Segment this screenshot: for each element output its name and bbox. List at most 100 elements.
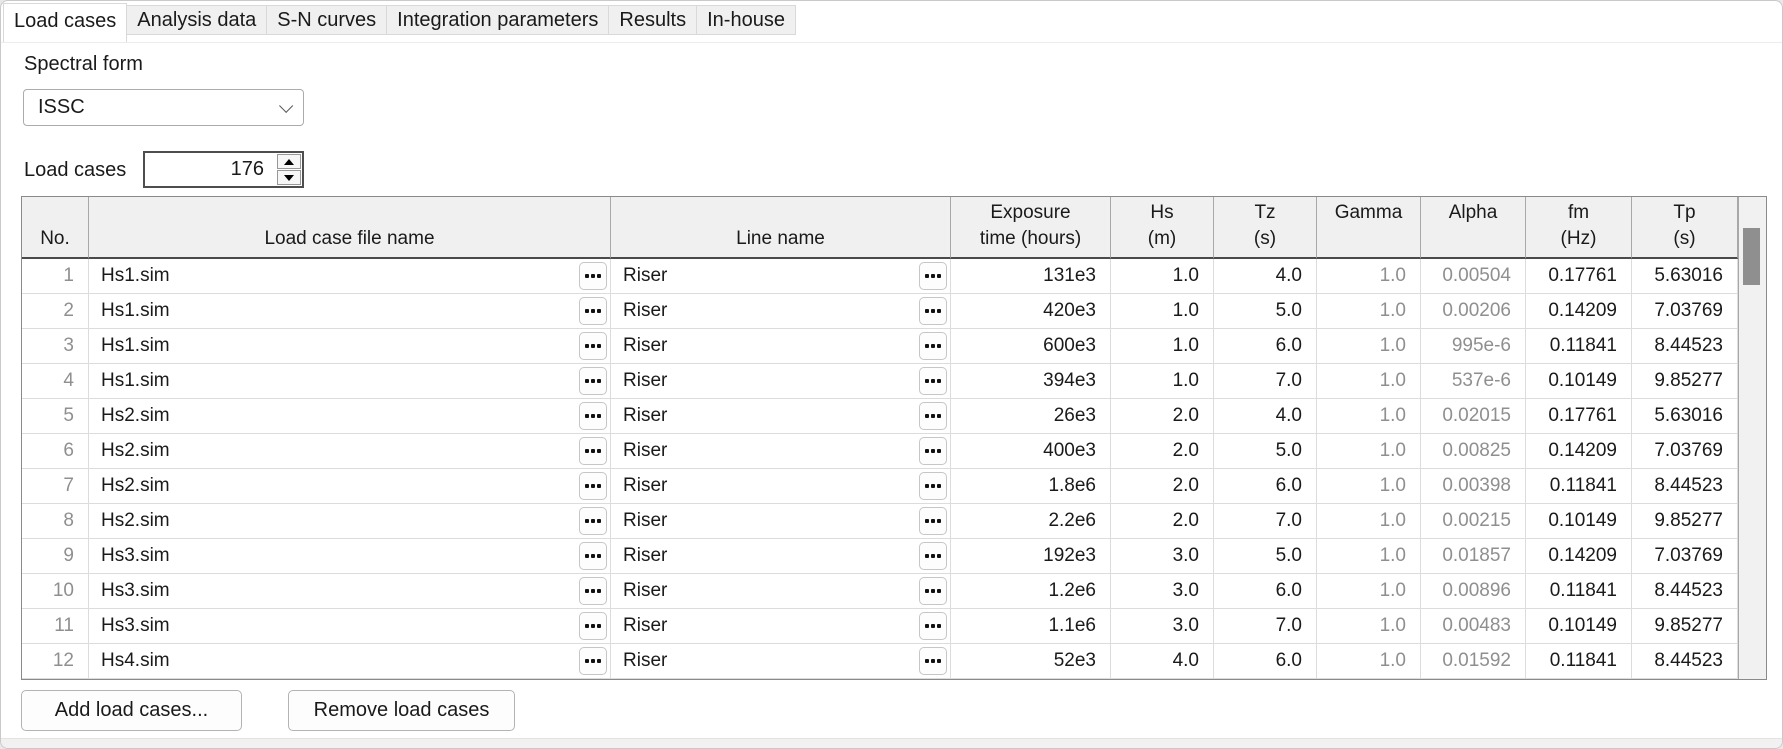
stepper-down-button[interactable] [277, 170, 301, 185]
cell-fm[interactable]: 0.14209 [1526, 539, 1632, 574]
cell-exposure[interactable]: 1.2e6 [951, 574, 1111, 609]
cell-gamma[interactable]: 1.0 [1317, 399, 1421, 434]
cell-tp[interactable]: 9.85277 [1632, 609, 1738, 644]
line-browse-button[interactable] [919, 577, 947, 605]
file-browse-button[interactable] [579, 612, 607, 640]
file-browse-button[interactable] [579, 542, 607, 570]
cell-no[interactable]: 10 [22, 574, 89, 609]
cell-line[interactable]: Riser [611, 644, 951, 679]
file-browse-button[interactable] [579, 647, 607, 675]
cell-no[interactable]: 6 [22, 434, 89, 469]
cell-tp[interactable]: 9.85277 [1632, 504, 1738, 539]
file-browse-button[interactable] [579, 297, 607, 325]
cell-alpha[interactable]: 995e-6 [1421, 329, 1526, 364]
cell-gamma[interactable]: 1.0 [1317, 644, 1421, 679]
cell-fm[interactable]: 0.11841 [1526, 469, 1632, 504]
cell-no[interactable]: 5 [22, 399, 89, 434]
cell-hs[interactable]: 3.0 [1111, 609, 1214, 644]
tab-analysis-data[interactable]: Analysis data [126, 5, 268, 35]
cell-alpha[interactable]: 0.01592 [1421, 644, 1526, 679]
cell-alpha[interactable]: 0.02015 [1421, 399, 1526, 434]
cell-file[interactable]: Hs1.sim [89, 259, 611, 294]
cell-file[interactable]: Hs1.sim [89, 294, 611, 329]
cell-file[interactable]: Hs2.sim [89, 434, 611, 469]
cell-fm[interactable]: 0.10149 [1526, 609, 1632, 644]
cell-alpha[interactable]: 537e-6 [1421, 364, 1526, 399]
cell-line[interactable]: Riser [611, 399, 951, 434]
line-browse-button[interactable] [919, 647, 947, 675]
cell-fm[interactable]: 0.17761 [1526, 399, 1632, 434]
cell-tp[interactable]: 8.44523 [1632, 574, 1738, 609]
line-browse-button[interactable] [919, 472, 947, 500]
cell-tz[interactable]: 4.0 [1214, 259, 1317, 294]
cell-no[interactable]: 12 [22, 644, 89, 679]
file-browse-button[interactable] [579, 577, 607, 605]
cell-tp[interactable]: 7.03769 [1632, 434, 1738, 469]
line-browse-button[interactable] [919, 332, 947, 360]
cell-tz[interactable]: 5.0 [1214, 434, 1317, 469]
cell-exposure[interactable]: 394e3 [951, 364, 1111, 399]
line-browse-button[interactable] [919, 507, 947, 535]
cell-file[interactable]: Hs2.sim [89, 399, 611, 434]
cell-line[interactable]: Riser [611, 434, 951, 469]
cell-tp[interactable]: 5.63016 [1632, 399, 1738, 434]
cell-fm[interactable]: 0.14209 [1526, 294, 1632, 329]
file-browse-button[interactable] [579, 437, 607, 465]
cell-tz[interactable]: 6.0 [1214, 469, 1317, 504]
cell-file[interactable]: Hs3.sim [89, 574, 611, 609]
tab-load-cases[interactable]: Load cases [3, 3, 128, 42]
line-browse-button[interactable] [919, 437, 947, 465]
file-browse-button[interactable] [579, 472, 607, 500]
table-scrollbar[interactable] [1738, 197, 1766, 679]
cell-tp[interactable]: 8.44523 [1632, 469, 1738, 504]
cell-alpha[interactable]: 0.01857 [1421, 539, 1526, 574]
line-browse-button[interactable] [919, 262, 947, 290]
cell-line[interactable]: Riser [611, 259, 951, 294]
cell-no[interactable]: 7 [22, 469, 89, 504]
cell-fm[interactable]: 0.11841 [1526, 329, 1632, 364]
cell-hs[interactable]: 1.0 [1111, 364, 1214, 399]
cell-tz[interactable]: 6.0 [1214, 644, 1317, 679]
cell-tp[interactable]: 7.03769 [1632, 294, 1738, 329]
scrollbar-thumb[interactable] [1743, 228, 1760, 285]
cell-hs[interactable]: 2.0 [1111, 399, 1214, 434]
cell-file[interactable]: Hs3.sim [89, 539, 611, 574]
cell-line[interactable]: Riser [611, 364, 951, 399]
cell-tp[interactable]: 5.63016 [1632, 259, 1738, 294]
cell-line[interactable]: Riser [611, 539, 951, 574]
cell-fm[interactable]: 0.11841 [1526, 644, 1632, 679]
cell-no[interactable]: 3 [22, 329, 89, 364]
file-browse-button[interactable] [579, 367, 607, 395]
cell-gamma[interactable]: 1.0 [1317, 469, 1421, 504]
cell-hs[interactable]: 2.0 [1111, 469, 1214, 504]
cell-tz[interactable]: 6.0 [1214, 329, 1317, 364]
file-browse-button[interactable] [579, 262, 607, 290]
cell-alpha[interactable]: 0.00825 [1421, 434, 1526, 469]
cell-gamma[interactable]: 1.0 [1317, 294, 1421, 329]
cell-gamma[interactable]: 1.0 [1317, 329, 1421, 364]
cell-exposure[interactable]: 26e3 [951, 399, 1111, 434]
cell-file[interactable]: Hs1.sim [89, 329, 611, 364]
cell-alpha[interactable]: 0.00896 [1421, 574, 1526, 609]
cell-alpha[interactable]: 0.00483 [1421, 609, 1526, 644]
cell-line[interactable]: Riser [611, 609, 951, 644]
cell-line[interactable]: Riser [611, 294, 951, 329]
cell-exposure[interactable]: 192e3 [951, 539, 1111, 574]
spectral-form-select[interactable]: ISSC [23, 89, 304, 126]
cell-alpha[interactable]: 0.00398 [1421, 469, 1526, 504]
cell-no[interactable]: 1 [22, 259, 89, 294]
cell-no[interactable]: 8 [22, 504, 89, 539]
line-browse-button[interactable] [919, 297, 947, 325]
cell-tz[interactable]: 6.0 [1214, 574, 1317, 609]
cell-fm[interactable]: 0.11841 [1526, 574, 1632, 609]
cell-alpha[interactable]: 0.00215 [1421, 504, 1526, 539]
cell-tp[interactable]: 8.44523 [1632, 644, 1738, 679]
cell-no[interactable]: 11 [22, 609, 89, 644]
cell-tp[interactable]: 7.03769 [1632, 539, 1738, 574]
cell-tp[interactable]: 9.85277 [1632, 364, 1738, 399]
cell-hs[interactable]: 1.0 [1111, 259, 1214, 294]
cell-line[interactable]: Riser [611, 504, 951, 539]
cell-line[interactable]: Riser [611, 329, 951, 364]
cell-tp[interactable]: 8.44523 [1632, 329, 1738, 364]
line-browse-button[interactable] [919, 612, 947, 640]
